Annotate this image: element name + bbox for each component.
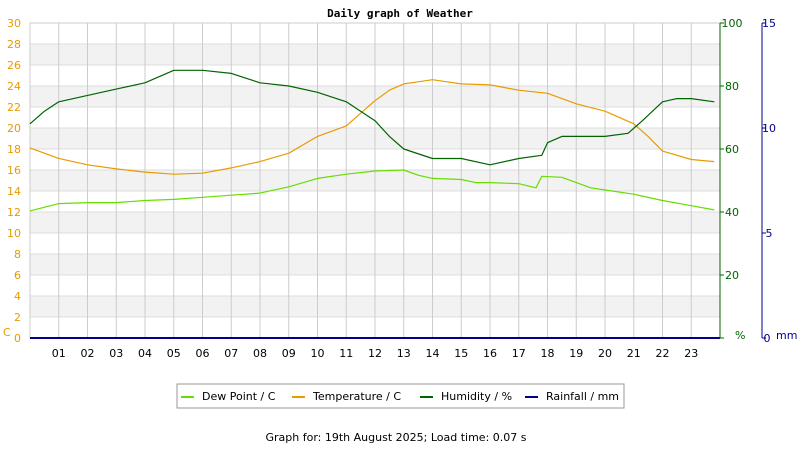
x-tick-label: 18 xyxy=(541,347,555,360)
x-tick-label: 10 xyxy=(311,347,325,360)
y-tick-label-temp: 22 xyxy=(7,101,21,114)
x-tick-label: 23 xyxy=(684,347,698,360)
y-tick-label-humidity: 100 xyxy=(722,17,743,30)
x-tick-label: 02 xyxy=(81,347,95,360)
y-tick-label-temp: 24 xyxy=(7,80,21,93)
legend-label: Humidity / % xyxy=(441,390,512,403)
x-tick-label: 16 xyxy=(483,347,497,360)
y-tick-label-temp: 30 xyxy=(7,17,21,30)
series-line xyxy=(29,169,715,212)
x-tick-label: 21 xyxy=(627,347,641,360)
x-tick-label: 22 xyxy=(656,347,670,360)
y-tick-label-temp: 28 xyxy=(7,38,21,51)
humidity-axis-unit: % xyxy=(735,329,745,342)
y-tick-label-temp: 2 xyxy=(14,311,21,324)
x-tick-label: 03 xyxy=(109,347,123,360)
axes-layer: 024681012141618202224262830C20406080100%… xyxy=(3,17,797,360)
temp-axis-unit: C xyxy=(3,326,11,339)
x-tick-label: 17 xyxy=(512,347,526,360)
y-tick-label-temp: 8 xyxy=(14,248,21,261)
series-layer xyxy=(29,69,720,339)
x-tick-label: 14 xyxy=(426,347,440,360)
y-tick-label-temp: 0 xyxy=(14,332,21,345)
legend: Dew Point / C Temperature / C Humidity / %… xyxy=(176,383,625,409)
x-tick-label: 19 xyxy=(569,347,583,360)
x-tick-label: 12 xyxy=(368,347,382,360)
y-tick-label-temp: 12 xyxy=(7,206,21,219)
y-tick-label-rain: 10 xyxy=(762,122,776,135)
footer-text: Graph for: 19th August 2025; Load time: … xyxy=(266,431,527,444)
x-tick-label: 07 xyxy=(224,347,238,360)
y-tick-label-temp: 20 xyxy=(7,122,21,135)
y-tick-label-temp: 6 xyxy=(14,269,21,282)
y-tick-label-temp: 18 xyxy=(7,143,21,156)
legend-label: Dew Point / C xyxy=(202,390,276,403)
y-tick-label-humidity: 40 xyxy=(725,206,739,219)
x-tick-label: 01 xyxy=(52,347,66,360)
x-tick-label: 06 xyxy=(196,347,210,360)
x-tick-label: 09 xyxy=(282,347,296,360)
y-tick-label-temp: 14 xyxy=(7,185,21,198)
x-tick-label: 04 xyxy=(138,347,152,360)
x-tick-label: 20 xyxy=(598,347,612,360)
legend-label: Rainfall / mm xyxy=(546,390,619,403)
rain-axis-unit: mm xyxy=(776,329,797,342)
y-tick-label-temp: 26 xyxy=(7,59,21,72)
legend-box xyxy=(176,383,625,409)
x-tick-label: 15 xyxy=(454,347,468,360)
series-line xyxy=(29,69,715,166)
y-tick-label-rain: 15 xyxy=(762,17,776,30)
x-tick-label: 13 xyxy=(397,347,411,360)
x-tick-label: 05 xyxy=(167,347,181,360)
y-tick-label-rain: 5 xyxy=(766,227,773,240)
grid-lines xyxy=(29,22,721,339)
y-tick-label-temp: 16 xyxy=(7,164,21,177)
y-tick-label-temp: 4 xyxy=(14,290,21,303)
chart-title: Daily graph of Weather xyxy=(327,7,473,20)
series-line xyxy=(29,79,715,175)
y-tick-label-rain: 0 xyxy=(764,332,771,345)
x-tick-label: 11 xyxy=(339,347,353,360)
legend-label: Temperature / C xyxy=(312,390,401,403)
x-tick-label: 08 xyxy=(253,347,267,360)
y-tick-label-temp: 10 xyxy=(7,227,21,240)
y-tick-label-humidity: 20 xyxy=(725,269,739,282)
y-tick-label-humidity: 60 xyxy=(725,143,739,156)
y-tick-label-humidity: 80 xyxy=(725,80,739,93)
